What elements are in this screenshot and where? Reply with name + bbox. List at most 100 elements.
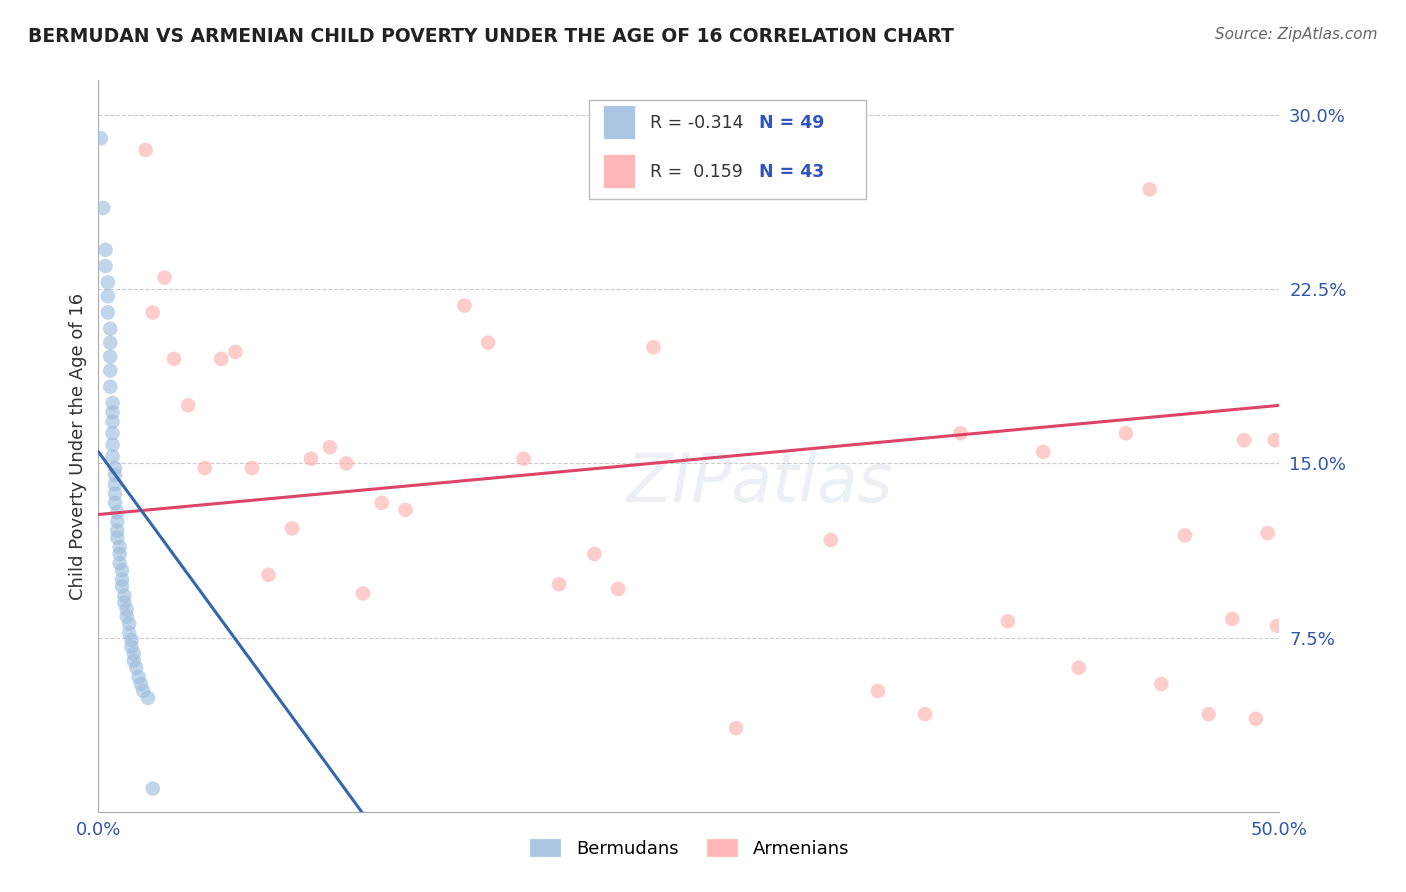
Point bbox=[820, 533, 842, 547]
Point bbox=[122, 647, 145, 661]
Text: ZIPatlas: ZIPatlas bbox=[627, 450, 893, 516]
Point bbox=[101, 396, 124, 410]
Point bbox=[1174, 528, 1197, 542]
Point bbox=[98, 380, 121, 394]
Point bbox=[1150, 677, 1173, 691]
Point bbox=[1067, 661, 1090, 675]
Bar bbox=[603, 154, 636, 189]
Point bbox=[115, 609, 138, 624]
Point bbox=[105, 531, 128, 545]
Point bbox=[104, 468, 127, 483]
Point bbox=[108, 547, 131, 561]
Point bbox=[512, 451, 534, 466]
Point bbox=[1115, 426, 1137, 441]
FancyBboxPatch shape bbox=[589, 100, 866, 199]
Point bbox=[142, 305, 165, 319]
Point bbox=[101, 426, 124, 441]
Point bbox=[607, 582, 630, 596]
Point bbox=[548, 577, 571, 591]
Point bbox=[90, 131, 112, 145]
Point bbox=[112, 596, 135, 610]
Text: Source: ZipAtlas.com: Source: ZipAtlas.com bbox=[1215, 27, 1378, 42]
Point bbox=[1032, 445, 1054, 459]
Point bbox=[914, 707, 936, 722]
Point bbox=[101, 450, 124, 464]
Text: R = -0.314: R = -0.314 bbox=[650, 113, 744, 132]
Point bbox=[163, 351, 186, 366]
Point bbox=[101, 438, 124, 452]
Point bbox=[1264, 433, 1286, 447]
Point bbox=[108, 540, 131, 554]
Point bbox=[257, 567, 280, 582]
Point bbox=[121, 640, 143, 654]
Point bbox=[1265, 619, 1288, 633]
Point bbox=[98, 350, 121, 364]
Point bbox=[177, 398, 200, 412]
Point bbox=[319, 440, 342, 454]
Point bbox=[583, 547, 606, 561]
Point bbox=[91, 201, 114, 215]
Point bbox=[104, 496, 127, 510]
Point bbox=[949, 426, 972, 441]
Text: R =  0.159: R = 0.159 bbox=[650, 162, 742, 181]
Point bbox=[125, 661, 148, 675]
Point bbox=[153, 270, 176, 285]
Point bbox=[194, 461, 217, 475]
Point bbox=[98, 335, 121, 350]
Point bbox=[128, 670, 150, 684]
Point bbox=[725, 721, 748, 735]
Point bbox=[111, 579, 134, 593]
Point bbox=[104, 477, 127, 491]
Point bbox=[371, 496, 394, 510]
Point bbox=[122, 654, 145, 668]
Point bbox=[997, 615, 1019, 629]
Point bbox=[866, 684, 889, 698]
Point bbox=[135, 143, 157, 157]
Point bbox=[299, 451, 322, 466]
Point bbox=[335, 457, 357, 471]
Point bbox=[1233, 433, 1256, 447]
Point bbox=[101, 405, 124, 419]
Point bbox=[1257, 526, 1279, 541]
Point bbox=[1220, 612, 1243, 626]
Point bbox=[98, 363, 121, 377]
Point bbox=[352, 586, 374, 600]
Text: BERMUDAN VS ARMENIAN CHILD POVERTY UNDER THE AGE OF 16 CORRELATION CHART: BERMUDAN VS ARMENIAN CHILD POVERTY UNDER… bbox=[28, 27, 955, 45]
Point bbox=[105, 505, 128, 519]
Point bbox=[477, 335, 499, 350]
Point bbox=[136, 690, 159, 705]
Y-axis label: Child Poverty Under the Age of 16: Child Poverty Under the Age of 16 bbox=[69, 293, 87, 599]
Point bbox=[142, 781, 165, 796]
Point bbox=[132, 684, 155, 698]
Point bbox=[394, 503, 416, 517]
Point bbox=[643, 340, 665, 354]
Point bbox=[97, 275, 120, 289]
Point bbox=[105, 524, 128, 538]
Point bbox=[105, 515, 128, 529]
Legend: Bermudans, Armenians: Bermudans, Armenians bbox=[522, 831, 856, 865]
Bar bbox=[603, 105, 636, 140]
Point bbox=[115, 603, 138, 617]
Point bbox=[1139, 182, 1161, 196]
Point bbox=[240, 461, 263, 475]
Point bbox=[118, 616, 141, 631]
Point bbox=[104, 461, 127, 475]
Point bbox=[111, 573, 134, 587]
Point bbox=[121, 632, 143, 647]
Point bbox=[1198, 707, 1220, 722]
Point bbox=[101, 415, 124, 429]
Point bbox=[129, 677, 152, 691]
Point bbox=[111, 563, 134, 577]
Point bbox=[453, 299, 475, 313]
Point bbox=[98, 322, 121, 336]
Point bbox=[112, 589, 135, 603]
Point bbox=[104, 486, 127, 500]
Point bbox=[108, 556, 131, 570]
Text: N = 43: N = 43 bbox=[759, 162, 824, 181]
Point bbox=[94, 243, 117, 257]
Point bbox=[224, 345, 246, 359]
Point bbox=[118, 626, 141, 640]
Point bbox=[1244, 712, 1267, 726]
Point bbox=[94, 259, 117, 273]
Text: N = 49: N = 49 bbox=[759, 113, 824, 132]
